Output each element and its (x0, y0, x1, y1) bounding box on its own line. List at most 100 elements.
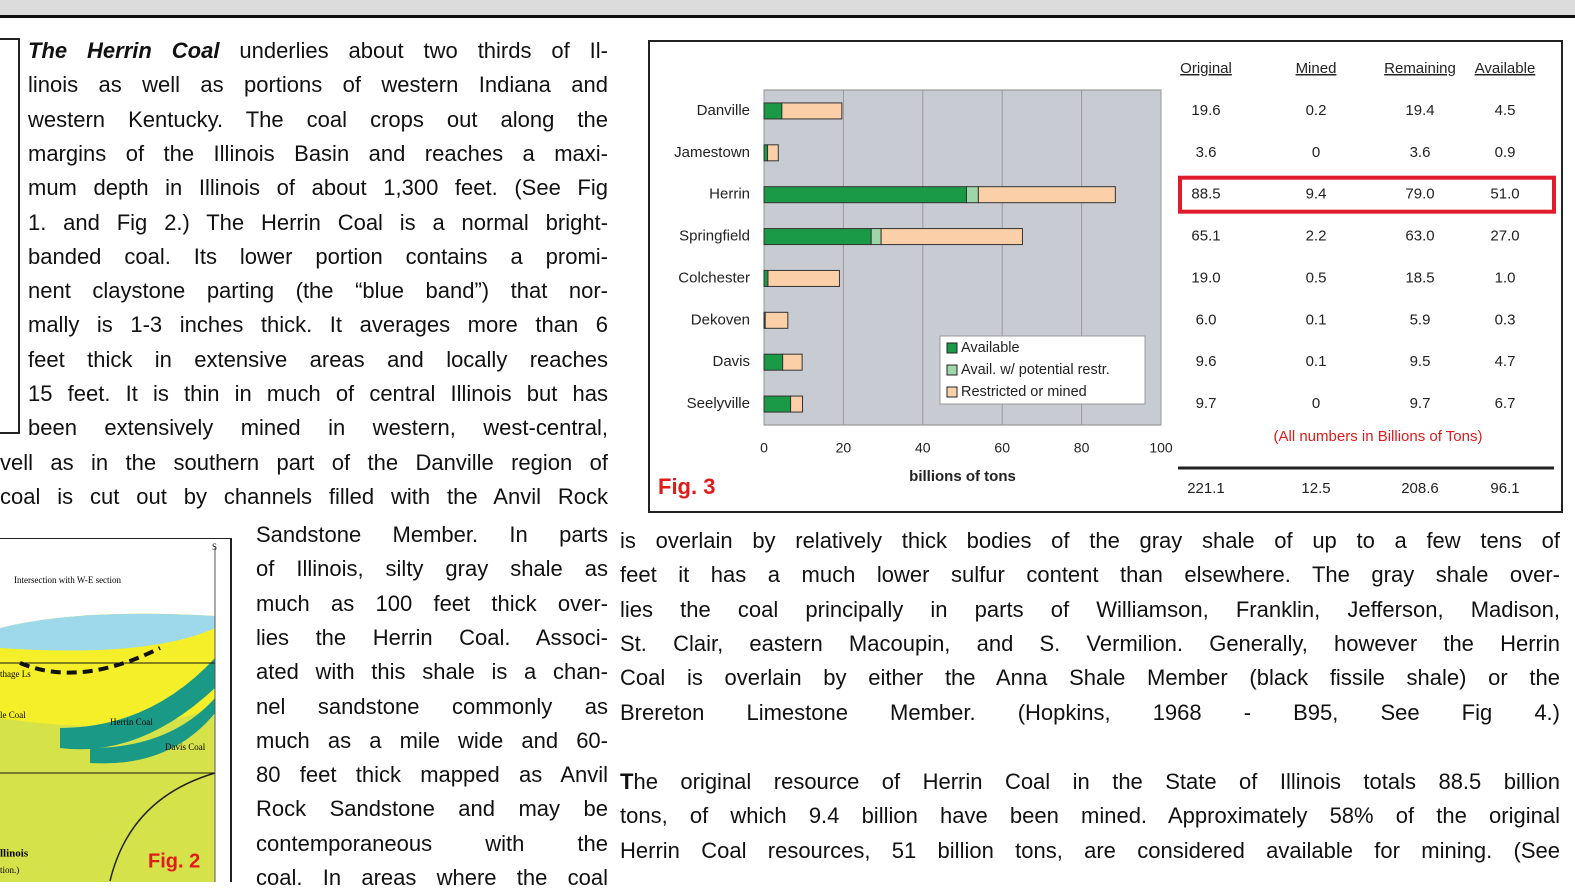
label: Davis Coal (165, 742, 206, 752)
text: nent claystone parting (the “blue band”)… (28, 278, 608, 303)
table-cell: 88.5 (1191, 186, 1220, 203)
label: S (212, 542, 217, 552)
table-cell: 0.1 (1306, 311, 1327, 328)
text-line: contemporaneous with the (256, 827, 608, 861)
table-total: 208.6 (1401, 480, 1439, 497)
text: 1. and Fig 2.) The Herrin Coal is a norm… (28, 210, 608, 235)
table-cell: 0.9 (1495, 144, 1516, 161)
text-line: nent claystone parting (the “blue band”)… (28, 274, 608, 308)
figure-label: Fig. 3 (658, 474, 715, 499)
figure-label: Fig. 2 (148, 850, 200, 872)
text-line: feet thick in extensive areas and locall… (28, 343, 608, 377)
table-cell: 2.2 (1306, 228, 1327, 245)
table-cell: 9.7 (1196, 395, 1217, 412)
x-tick-label: 40 (915, 440, 931, 456)
bar-segment (881, 229, 1022, 245)
bar-segment (966, 187, 978, 203)
text-line: St. Clair, eastern Macoupin, and S. Verm… (620, 627, 1560, 661)
y-tick-label: Dekoven (691, 311, 750, 328)
bar-segment (791, 396, 803, 412)
y-tick-label: Herrin (709, 186, 750, 203)
text-line: coal is cut out by channels filled with … (0, 480, 608, 514)
table-cell: 19.0 (1191, 269, 1220, 286)
text-line: much as 100 feet thick over- (256, 587, 608, 621)
text: is overlain by relatively thick bodies o… (620, 528, 1560, 553)
text-line: Brereton Limestone Member. (Hopkins, 196… (620, 696, 1560, 730)
text: Sandstone Member. In parts (256, 522, 608, 547)
table-cell: 5.9 (1410, 311, 1431, 328)
text: tons, of which 9.4 billion have been min… (620, 803, 1560, 828)
text-line: Sandstone Member. In parts (256, 518, 608, 552)
text: mum depth in Illinois of about 1,300 fee… (28, 175, 608, 200)
bar-segment (764, 187, 966, 203)
text: contemporaneous with the (256, 831, 608, 856)
y-tick-label: Springfield (679, 228, 750, 245)
text-line: The Herrin Coal underlies about two thir… (28, 34, 608, 68)
label: tion.) (0, 865, 19, 875)
table-cell: 0.1 (1306, 353, 1327, 370)
table-cell: 18.5 (1405, 269, 1434, 286)
text-line: vell as in the southern part of the Danv… (0, 446, 608, 480)
table-cell: 9.6 (1196, 353, 1217, 370)
text-line: margins of the Illinois Basin and reache… (28, 137, 608, 171)
x-tick-label: 20 (836, 440, 852, 456)
table-cell: 0 (1312, 144, 1320, 161)
text-line: Herrin Coal resources, 51 billion tons, … (620, 834, 1560, 868)
legend-label: Available (961, 340, 1020, 356)
text: 15 feet. It is thin in much of central I… (28, 381, 608, 406)
x-tick-label: 60 (994, 440, 1010, 456)
table-cell: 1.0 (1495, 269, 1516, 286)
text-line: The original resource of Herrin Coal in … (620, 765, 1560, 799)
column-header: Available (1475, 60, 1536, 77)
text: of Illinois, silty gray shale as (256, 556, 608, 581)
bar-segment (765, 312, 788, 328)
table-cell: 19.6 (1191, 102, 1220, 119)
legend-label: Restricted or mined (961, 384, 1087, 400)
text-line: Coal is overlain by either the Anna Shal… (620, 661, 1560, 695)
page: {"document": { "left_column": {"lead": "… (0, 0, 1575, 882)
table-cell: 9.7 (1410, 395, 1431, 412)
text-line: mum depth in Illinois of about 1,300 fee… (28, 171, 608, 205)
text: been extensively mined in western, west-… (28, 415, 608, 440)
text: lies the Herrin Coal. Associ- (256, 625, 608, 650)
text: linois as well as portions of western In… (28, 72, 608, 97)
bar-segment (978, 187, 1115, 203)
legend-swatch (947, 343, 957, 353)
text-line: Rock Sandstone and may be (256, 792, 608, 826)
table-cell: 6.0 (1196, 311, 1217, 328)
bar-segment (871, 229, 881, 245)
text-line: coal. In areas where the coal (256, 861, 608, 895)
text: much as a mile wide and 60- (256, 728, 608, 753)
text: ated with this shale is a chan- (256, 659, 608, 684)
bar-segment (764, 229, 871, 245)
text-line: linois as well as portions of western In… (28, 68, 608, 102)
bar-segment (764, 270, 768, 286)
table-cell: 79.0 (1405, 186, 1434, 203)
table-cell: 6.7 (1495, 395, 1516, 412)
text-line: tons, of which 9.4 billion have been min… (620, 799, 1560, 833)
text: mally is 1-3 inches thick. It averages m… (28, 312, 608, 337)
figure-2: S Intersection with W-E section thage Ls… (0, 538, 232, 882)
text: feet it has a much lower sulfur content … (620, 562, 1560, 587)
bar-segment (764, 354, 783, 370)
bar-segment (768, 145, 779, 161)
column-header: Original (1180, 60, 1232, 77)
legend-swatch (947, 365, 957, 375)
x-tick-label: 80 (1074, 440, 1090, 456)
y-tick-label: Seelyville (687, 395, 750, 412)
table-total: 12.5 (1301, 480, 1330, 497)
y-tick-label: Jamestown (674, 144, 750, 161)
table-cell: 27.0 (1490, 228, 1519, 245)
text: coal is cut out by channels filled with … (0, 484, 608, 509)
table-cell: 3.6 (1410, 144, 1431, 161)
text-line: banded coal. Its lower portion contains … (28, 240, 608, 274)
table-cell: 65.1 (1191, 228, 1220, 245)
text: banded coal. Its lower portion contains … (28, 244, 608, 269)
text: St. Clair, eastern Macoupin, and S. Verm… (620, 631, 1560, 656)
table-total: 221.1 (1187, 480, 1225, 497)
text: feet thick in extensive areas and locall… (28, 347, 608, 372)
column-header: Mined (1296, 60, 1337, 77)
legend-label: Avail. w/ potential restr. (961, 362, 1110, 378)
y-tick-label: Danville (697, 102, 750, 119)
